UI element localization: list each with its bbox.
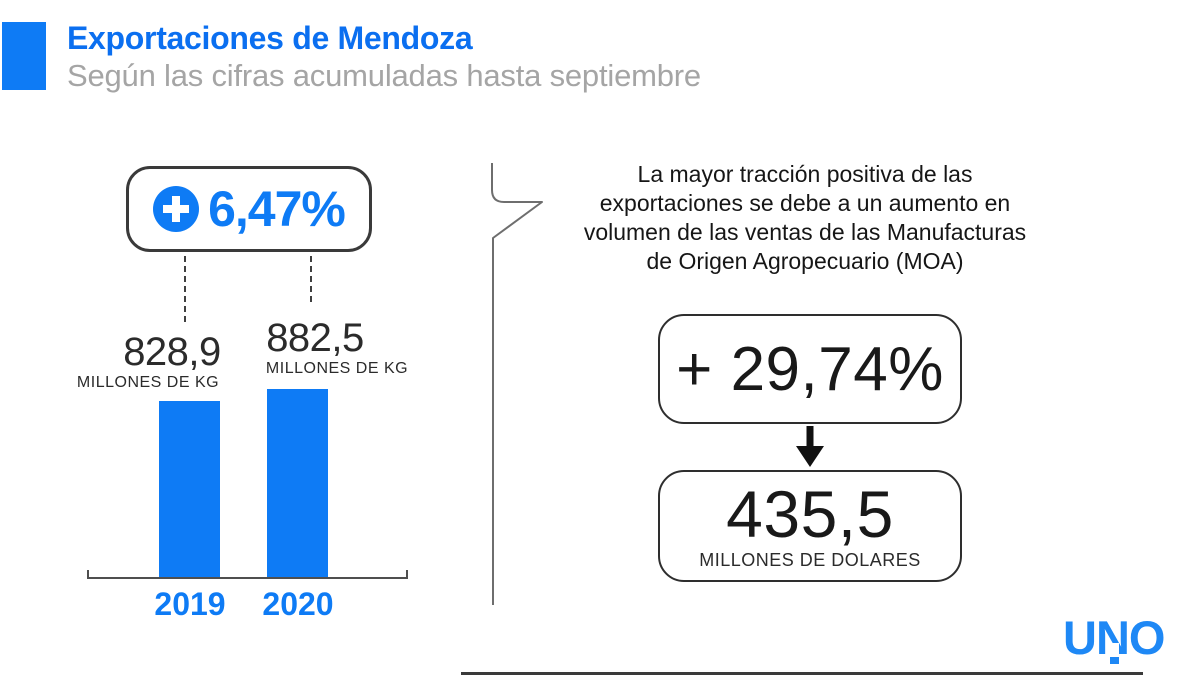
uno-logo-dot: [1109, 657, 1119, 664]
dollars-unit: MILLONES DE DOLARES: [699, 550, 921, 570]
year-label-2019: 2019: [154, 586, 226, 622]
year-label-2020: 2020: [262, 586, 334, 622]
moa-change-box: + 29,74%: [658, 314, 962, 424]
bar-2019: [159, 401, 220, 578]
down-arrow-icon: [796, 426, 824, 467]
bar-2020: [267, 389, 328, 578]
bottom-edge-bar: [461, 672, 1143, 675]
plus-icon: [153, 186, 200, 232]
bar-unit-2020: MILLONES DE KG: [265, 360, 409, 377]
leader-line-2020: [310, 256, 312, 302]
section-divider-line: [491, 163, 543, 605]
moa-change-value: + 29,74%: [676, 334, 944, 404]
uno-logo-letter-n: N: [1095, 611, 1130, 664]
leader-line-2019: [184, 256, 186, 322]
bar-unit-2019: MILLONES DE KG: [76, 374, 220, 391]
axis-baseline: [87, 570, 408, 579]
header-accent-square: [2, 22, 46, 90]
uno-logo-notch: [1108, 643, 1119, 654]
page-title: Exportaciones de Mendoza: [67, 20, 473, 56]
change-badge-value: 6,47%: [208, 181, 346, 237]
dollars-value: 435,5: [726, 477, 894, 551]
uno-logo-letter-u: U: [1063, 611, 1097, 664]
uno-logo: U N O: [1063, 610, 1166, 665]
change-badge: 6,47%: [126, 166, 372, 252]
explanation-paragraph: La mayor tracción positiva de las export…: [583, 161, 1027, 274]
page-subtitle: Según las cifras acumuladas hasta septie…: [67, 58, 701, 93]
bar-value-2019: 828,9: [123, 330, 221, 374]
bar-value-2020: 882,5: [266, 316, 364, 360]
dollars-result-box: 435,5 MILLONES DE DOLARES: [658, 470, 962, 582]
uno-logo-letter-o: O: [1128, 611, 1166, 664]
